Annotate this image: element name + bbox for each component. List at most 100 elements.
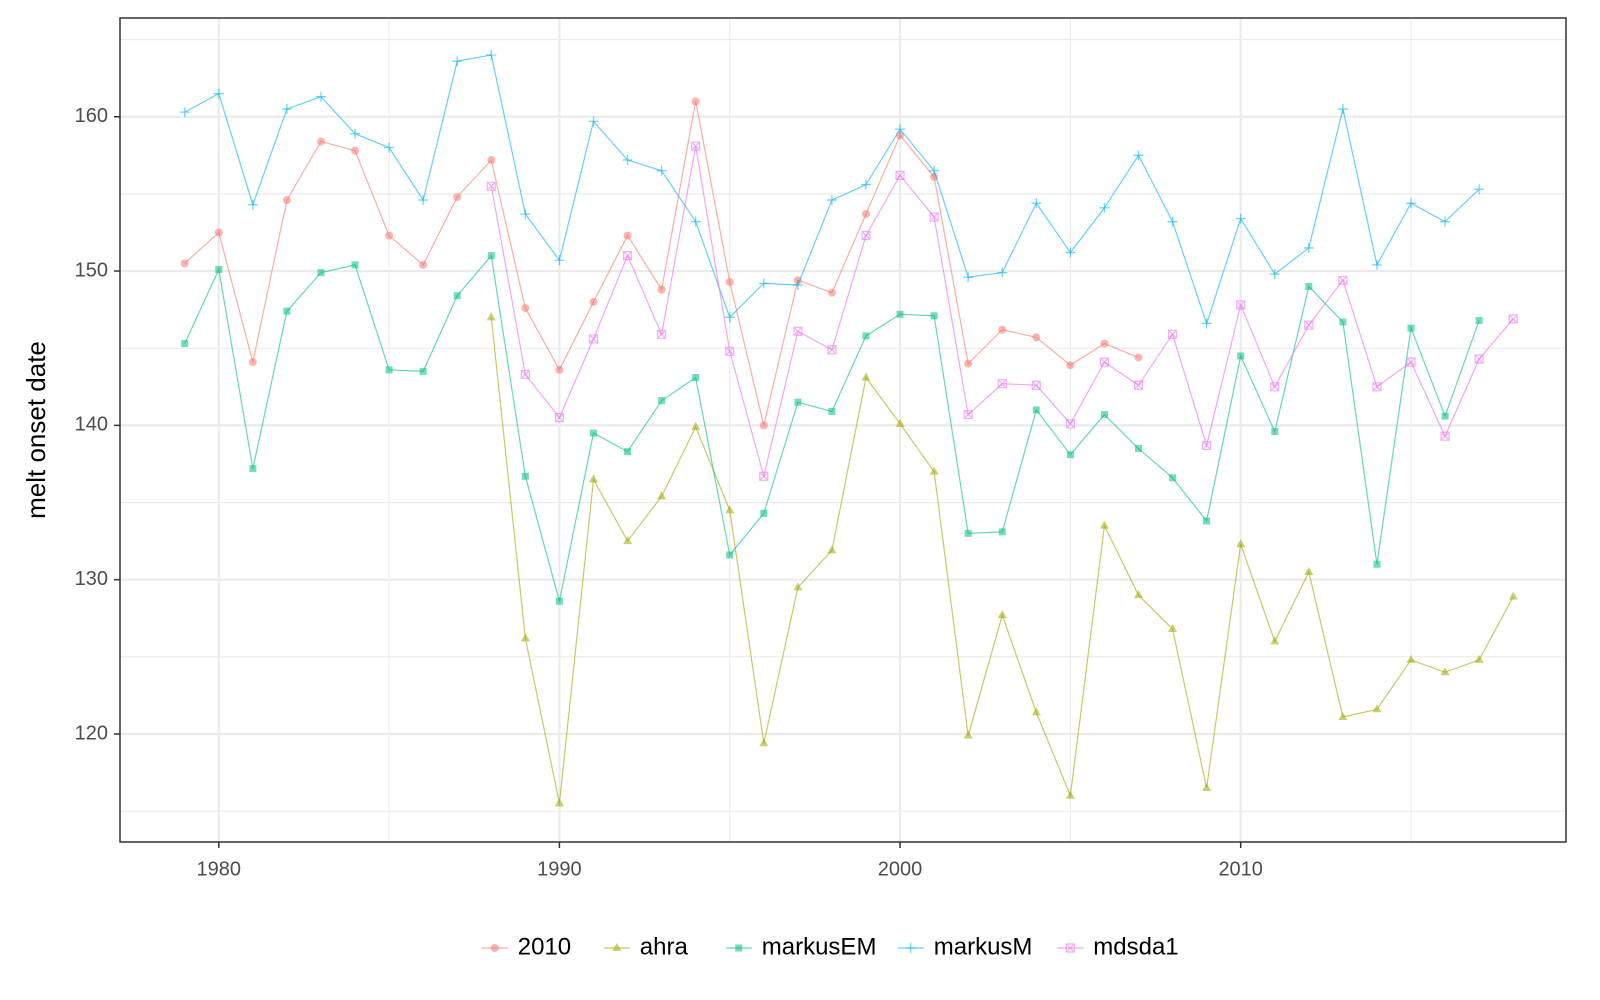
x-tick-label: 2000 xyxy=(878,858,923,880)
data-point xyxy=(998,325,1007,334)
data-point xyxy=(521,472,529,480)
data-point xyxy=(759,471,769,481)
data-point xyxy=(588,474,598,483)
data-point xyxy=(281,104,292,115)
data-point xyxy=(1474,184,1485,195)
data-point xyxy=(930,312,938,320)
data-point xyxy=(1440,431,1450,441)
legend-key-symbol xyxy=(1065,943,1075,953)
data-point xyxy=(1305,282,1313,290)
data-point xyxy=(1202,782,1212,791)
data-point xyxy=(997,610,1007,619)
data-point xyxy=(792,279,803,290)
data-point xyxy=(1032,333,1041,342)
data-point xyxy=(896,310,904,318)
data-point xyxy=(1304,320,1314,330)
data-point xyxy=(554,255,565,266)
data-point xyxy=(963,272,974,283)
data-point xyxy=(826,195,837,206)
data-point xyxy=(658,397,666,405)
data-point xyxy=(1440,667,1450,676)
legend-label: ahra xyxy=(640,933,689,960)
data-point xyxy=(453,192,462,201)
data-point xyxy=(759,738,769,747)
data-point xyxy=(622,251,633,261)
x-tick-label: 1990 xyxy=(537,858,582,880)
data-point xyxy=(1371,259,1382,270)
legend-item: markusM xyxy=(897,933,1033,960)
data-point xyxy=(419,260,428,269)
data-point xyxy=(520,633,530,642)
data-point xyxy=(1508,314,1518,324)
data-point xyxy=(1339,318,1347,326)
data-point xyxy=(963,730,973,739)
data-point xyxy=(1304,566,1314,575)
data-point xyxy=(249,465,257,473)
data-point xyxy=(1440,216,1451,227)
data-point xyxy=(1337,104,1348,115)
data-point xyxy=(385,366,393,374)
data-point xyxy=(247,199,258,210)
data-point xyxy=(1203,517,1211,525)
data-point xyxy=(1406,654,1416,663)
data-point xyxy=(1407,324,1415,332)
data-point xyxy=(315,91,326,102)
data-point xyxy=(1338,275,1348,285)
data-point xyxy=(1134,353,1143,362)
data-point xyxy=(1270,382,1280,392)
data-point xyxy=(1474,354,1484,364)
data-point xyxy=(1133,150,1144,161)
data-point xyxy=(929,212,939,222)
data-point xyxy=(214,228,223,237)
data-point xyxy=(181,340,189,348)
data-point xyxy=(1099,357,1110,367)
legend-label: markusM xyxy=(934,933,1033,960)
data-point xyxy=(282,196,291,205)
data-point xyxy=(997,267,1008,278)
data-point xyxy=(1100,339,1109,348)
data-point xyxy=(725,505,735,514)
legend-label: 2010 xyxy=(518,933,571,960)
data-point xyxy=(726,551,734,559)
data-point xyxy=(554,798,564,807)
data-point xyxy=(179,107,190,118)
data-point xyxy=(1235,213,1246,224)
data-point xyxy=(964,359,973,368)
data-point xyxy=(180,259,189,268)
data-point xyxy=(793,326,803,336)
data-point xyxy=(998,528,1006,536)
data-point xyxy=(418,195,429,206)
legend-key-symbol xyxy=(735,944,743,952)
data-point xyxy=(1065,419,1075,429)
data-point xyxy=(316,137,325,146)
data-point xyxy=(623,231,632,240)
data-point xyxy=(1031,707,1041,716)
legend-key-symbol xyxy=(612,943,622,951)
data-point xyxy=(384,142,395,153)
data-point xyxy=(964,529,972,537)
data-point xyxy=(1338,712,1348,721)
data-point xyxy=(1236,300,1246,310)
data-point xyxy=(1099,520,1109,529)
data-point xyxy=(1100,411,1108,419)
data-point xyxy=(861,209,870,218)
data-point xyxy=(1475,316,1483,324)
data-point xyxy=(554,413,565,423)
data-point xyxy=(827,288,836,297)
data-point xyxy=(452,56,463,67)
data-point xyxy=(759,421,768,430)
data-point xyxy=(1133,380,1144,390)
data-point xyxy=(793,582,803,591)
data-point xyxy=(760,509,768,517)
data-point xyxy=(1167,216,1178,227)
data-point xyxy=(1372,382,1382,392)
data-point xyxy=(486,50,497,61)
data-point xyxy=(588,116,599,127)
data-point xyxy=(1065,790,1075,799)
data-point xyxy=(1508,591,1518,600)
data-point xyxy=(1236,539,1246,548)
data-point xyxy=(555,597,563,605)
data-point xyxy=(1099,202,1110,213)
legend-key-symbol xyxy=(490,944,499,952)
